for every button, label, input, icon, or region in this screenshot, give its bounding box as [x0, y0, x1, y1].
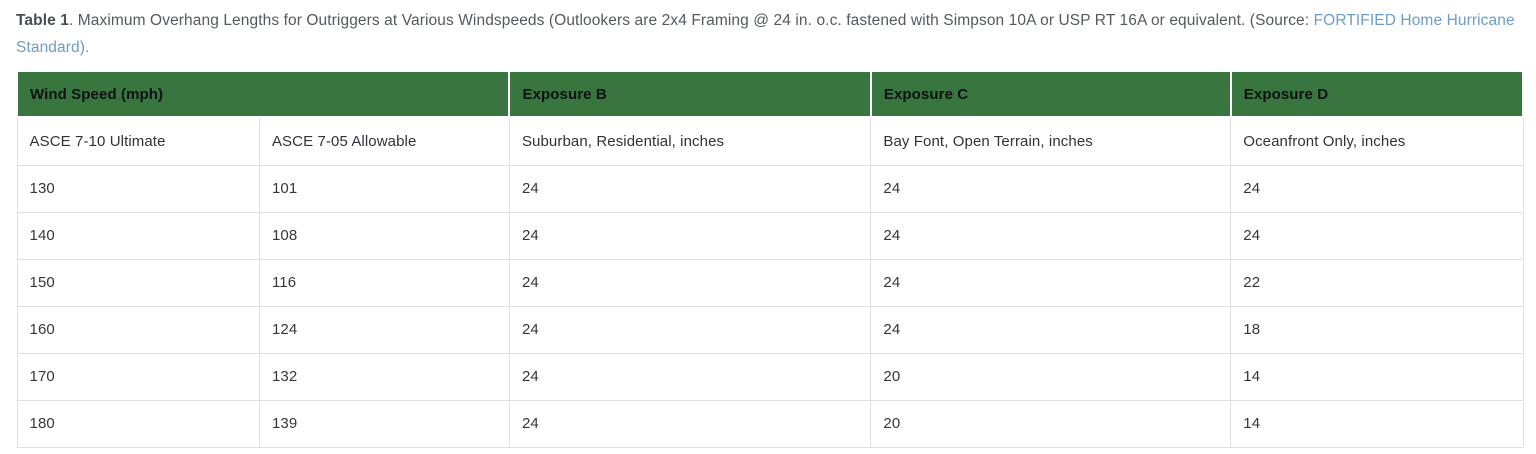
table-cell: 24 [508, 164, 872, 213]
header-exposure-b: Exposure B [508, 70, 872, 118]
table-cell: 18 [1230, 305, 1524, 354]
table-cell: 116 [258, 258, 510, 307]
table-cell: 150 [16, 258, 260, 307]
subheader-asce-7-10: ASCE 7-10 Ultimate [16, 116, 260, 166]
subheader-row: ASCE 7-10 Ultimate ASCE 7-05 Allowable S… [16, 116, 1524, 166]
overhang-lengths-table: Wind Speed (mph) Exposure B Exposure C E… [15, 70, 1525, 448]
fortified-standard-link[interactable]: FORTIFIED Home Hurricane Standard [16, 12, 1515, 56]
table-cell: 24 [870, 305, 1232, 354]
table-cell: 139 [258, 399, 510, 448]
table-cell: 22 [1230, 258, 1524, 307]
subheader-asce-7-05: ASCE 7-05 Allowable [258, 116, 510, 166]
subheader-exposure-d-desc: Oceanfront Only, inches [1230, 116, 1524, 166]
table-caption-text: . Maximum Overhang Lengths for Outrigger… [68, 12, 1314, 29]
table-caption-suffix: ). [79, 39, 90, 56]
table-row: 170 132 24 20 14 [16, 352, 1524, 401]
table-cell: 24 [508, 305, 872, 354]
table-body: 130 101 24 24 24 140 108 24 24 24 150 116 24 24 22 160 1… [16, 164, 1524, 448]
table-cell: 20 [870, 352, 1232, 401]
table-caption-label: Table 1 [16, 12, 69, 29]
subheader-exposure-c-desc: Bay Font, Open Terrain, inches [870, 116, 1232, 166]
table-row: 150 116 24 24 22 [16, 258, 1524, 307]
table-cell: 108 [258, 211, 510, 260]
subheader-exposure-b-desc: Suburban, Residential, inches [508, 116, 872, 166]
table-cell: 132 [258, 352, 510, 401]
table-cell: 101 [258, 164, 510, 213]
table-cell: 24 [508, 258, 872, 307]
table-row: 180 139 24 20 14 [16, 399, 1524, 448]
header-exposure-d: Exposure D [1229, 70, 1525, 118]
table-cell: 20 [870, 399, 1232, 448]
table-cell: 24 [1230, 164, 1524, 213]
table-cell: 24 [870, 258, 1232, 307]
table-cell: 14 [1230, 399, 1524, 448]
table-cell: 24 [1230, 211, 1524, 260]
table-cell: 24 [870, 211, 1232, 260]
table-cell: 24 [508, 211, 872, 260]
table-cell: 24 [870, 164, 1232, 213]
table-cell: 130 [16, 164, 260, 213]
table-cell: 160 [16, 305, 260, 354]
table-cell: 24 [508, 352, 872, 401]
table-cell: 14 [1230, 352, 1524, 401]
table-cell: 140 [16, 211, 260, 260]
table-row: 130 101 24 24 24 [16, 164, 1524, 213]
header-wind-speed: Wind Speed (mph) [15, 70, 511, 118]
table-caption: Table 1. Maximum Overhang Lengths for Ou… [16, 7, 1516, 61]
header-exposure-c: Exposure C [869, 70, 1232, 118]
header-group-row: Wind Speed (mph) Exposure B Exposure C E… [15, 70, 1525, 118]
table-row: 140 108 24 24 24 [16, 211, 1524, 260]
table-cell: 170 [16, 352, 260, 401]
table-cell: 180 [16, 399, 260, 448]
table-row: 160 124 24 24 18 [16, 305, 1524, 354]
table-cell: 124 [258, 305, 510, 354]
table-cell: 24 [508, 399, 872, 448]
